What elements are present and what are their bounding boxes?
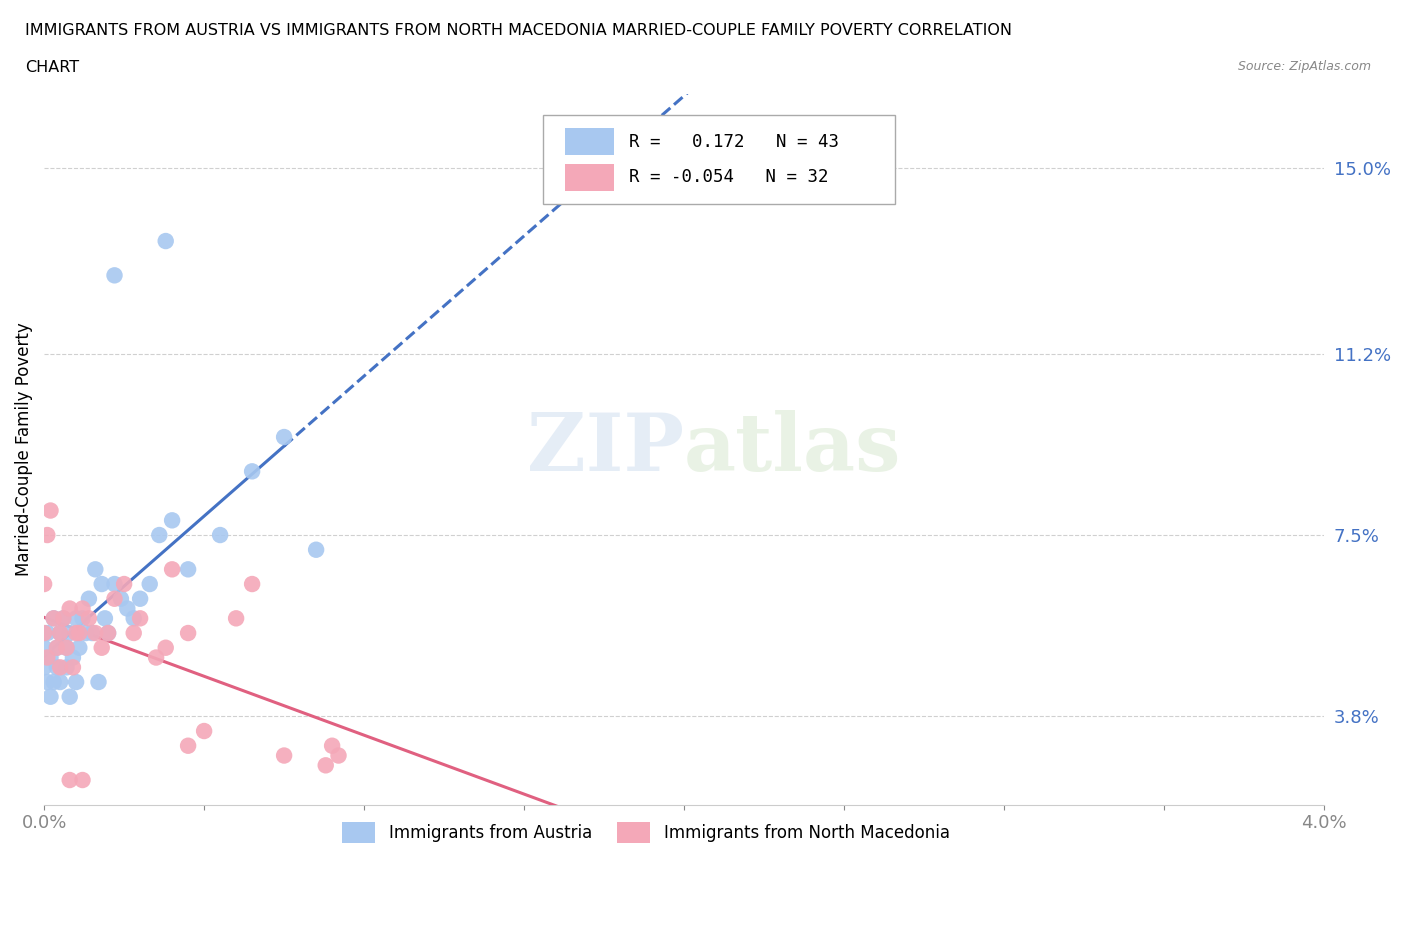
Point — [52, 611, 75, 626]
Point — [97, 626, 120, 641]
Bar — [565, 164, 614, 191]
Point — [32, 660, 55, 675]
Point — [62, 660, 84, 675]
Point — [103, 268, 125, 283]
Point — [49, 674, 72, 689]
Point — [90, 640, 112, 655]
Y-axis label: Married-Couple Family Poverty: Married-Couple Family Poverty — [15, 323, 32, 577]
Point — [59, 689, 82, 704]
Point — [59, 626, 82, 641]
Point — [55, 660, 77, 675]
Point — [72, 773, 94, 788]
Point — [155, 640, 177, 655]
Point — [305, 542, 328, 557]
Point — [240, 577, 263, 591]
Point — [55, 640, 77, 655]
Point — [122, 626, 145, 641]
Point — [77, 611, 100, 626]
Text: IMMIGRANTS FROM AUSTRIA VS IMMIGRANTS FROM NORTH MACEDONIA MARRIED-COUPLE FAMILY: IMMIGRANTS FROM AUSTRIA VS IMMIGRANTS FR… — [25, 23, 1012, 38]
Text: Source: ZipAtlas.com: Source: ZipAtlas.com — [1237, 60, 1371, 73]
Point — [65, 626, 87, 641]
Point — [65, 611, 87, 626]
Point — [103, 577, 125, 591]
Point — [129, 611, 152, 626]
Point — [77, 591, 100, 606]
Point — [240, 464, 263, 479]
Point — [87, 674, 110, 689]
Point — [117, 601, 139, 616]
Point — [45, 640, 67, 655]
Point — [49, 626, 72, 641]
Point — [103, 591, 125, 606]
Point — [72, 601, 94, 616]
Point — [84, 626, 107, 641]
Point — [37, 527, 59, 542]
Point — [42, 611, 65, 626]
Point — [129, 591, 152, 606]
Point — [37, 674, 59, 689]
Point — [328, 748, 350, 763]
Point — [177, 562, 200, 577]
Point — [72, 611, 94, 626]
Point — [49, 626, 72, 641]
Point — [32, 626, 55, 641]
Point — [225, 611, 247, 626]
Point — [160, 562, 183, 577]
Point — [45, 640, 67, 655]
Point — [55, 640, 77, 655]
Point — [39, 689, 62, 704]
Point — [321, 738, 343, 753]
FancyBboxPatch shape — [543, 115, 896, 205]
Point — [122, 611, 145, 626]
Point — [32, 577, 55, 591]
Point — [59, 773, 82, 788]
Point — [62, 650, 84, 665]
Point — [67, 640, 90, 655]
Point — [39, 503, 62, 518]
Point — [39, 650, 62, 665]
Point — [37, 650, 59, 665]
Bar — [565, 128, 614, 155]
Text: R =   0.172   N = 43: R = 0.172 N = 43 — [628, 133, 839, 151]
Text: CHART: CHART — [25, 60, 79, 75]
Point — [52, 611, 75, 626]
Point — [67, 626, 90, 641]
Point — [37, 626, 59, 641]
Text: ZIP: ZIP — [527, 410, 685, 488]
Point — [75, 626, 97, 641]
Point — [138, 577, 160, 591]
Point — [42, 611, 65, 626]
Point — [59, 601, 82, 616]
Point — [32, 640, 55, 655]
Point — [84, 562, 107, 577]
Point — [65, 674, 87, 689]
Point — [145, 650, 167, 665]
Point — [209, 527, 232, 542]
Point — [94, 611, 117, 626]
Point — [315, 758, 337, 773]
Point — [110, 591, 132, 606]
Point — [177, 626, 200, 641]
Point — [148, 527, 170, 542]
Point — [155, 233, 177, 248]
Point — [45, 660, 67, 675]
Point — [177, 738, 200, 753]
Text: R = -0.054   N = 32: R = -0.054 N = 32 — [628, 168, 828, 186]
Point — [97, 626, 120, 641]
Point — [193, 724, 215, 738]
Point — [90, 577, 112, 591]
Point — [273, 430, 295, 445]
Point — [160, 513, 183, 528]
Text: atlas: atlas — [685, 410, 901, 488]
Legend: Immigrants from Austria, Immigrants from North Macedonia: Immigrants from Austria, Immigrants from… — [335, 816, 956, 849]
Point — [112, 577, 135, 591]
Point — [273, 748, 295, 763]
Point — [42, 674, 65, 689]
Point — [82, 626, 104, 641]
Point — [49, 660, 72, 675]
